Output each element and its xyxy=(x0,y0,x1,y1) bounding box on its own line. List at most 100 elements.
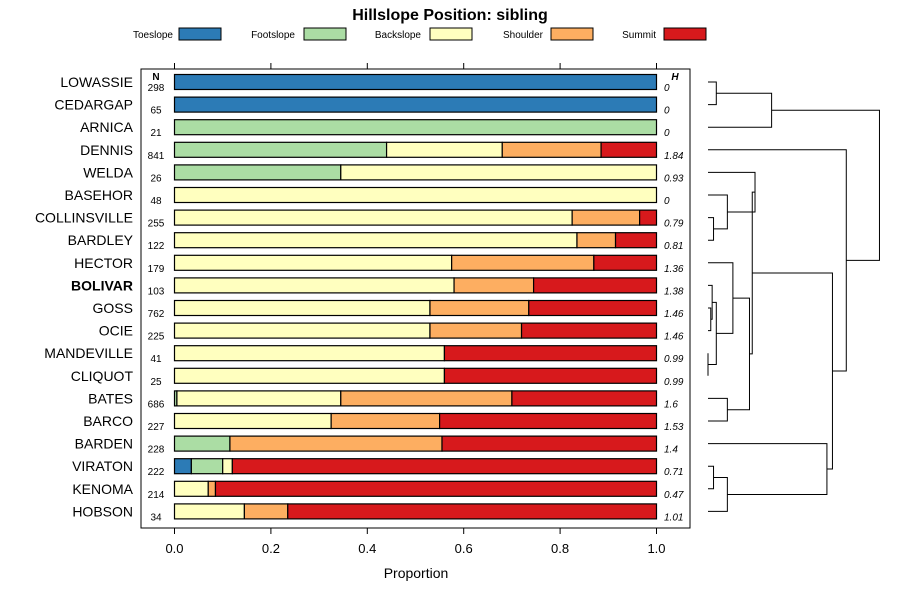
bar-segment xyxy=(243,503,289,520)
y-tick-label: VIRATON xyxy=(72,458,133,474)
bar-segment xyxy=(173,96,658,113)
dendrogram-branch xyxy=(727,297,750,411)
h-header: H xyxy=(671,72,679,83)
x-axis-label: Proportion xyxy=(384,565,449,581)
bar-segment xyxy=(340,390,513,407)
x-tick-label: 0.2 xyxy=(262,541,280,556)
n-value: 686 xyxy=(148,399,165,410)
dendrogram-branch xyxy=(771,109,880,261)
dendrogram xyxy=(707,81,880,512)
bar-segment xyxy=(173,458,192,475)
bar-segment xyxy=(528,299,658,317)
bar-segment xyxy=(222,458,233,475)
n-value: 225 xyxy=(148,332,165,343)
y-tick-label: LOWASSIE xyxy=(60,74,133,90)
bar-segment xyxy=(453,277,535,294)
legend-swatch xyxy=(429,27,473,41)
legend-swatch xyxy=(550,27,594,41)
y-tick-label: BARCO xyxy=(83,413,133,429)
y-tick-label: BARDLEY xyxy=(68,232,134,248)
n-value: 762 xyxy=(148,309,165,320)
bar-segment xyxy=(173,164,342,181)
y-tick-label: HOBSON xyxy=(72,503,133,519)
dendrogram-branch xyxy=(708,307,712,332)
bar-segment xyxy=(190,458,224,475)
bar-segment xyxy=(330,412,441,430)
y-tick-label: CLIQUOT xyxy=(71,368,134,384)
y-tick-label: BOLIVAR xyxy=(71,277,133,293)
bar-segment xyxy=(173,232,578,249)
h-value: 1.53 xyxy=(664,422,684,433)
dendrogram-branch xyxy=(708,477,728,512)
legend-swatch xyxy=(178,27,222,41)
n-value: 34 xyxy=(150,512,162,523)
bar-segment xyxy=(441,435,658,452)
bar-segment xyxy=(576,232,617,249)
plot-frame xyxy=(140,68,691,529)
bar-segment xyxy=(173,367,446,384)
dendrogram-branch xyxy=(708,171,756,213)
dendrogram-branch xyxy=(708,443,828,495)
bar-segment xyxy=(385,141,503,158)
n-value: 103 xyxy=(148,286,165,297)
x-tick-label: 0.6 xyxy=(455,541,473,556)
dendrogram-branch xyxy=(708,284,713,320)
x-tick-label: 1.0 xyxy=(647,541,665,556)
n-value: 841 xyxy=(148,151,165,162)
n-value: 228 xyxy=(148,445,165,456)
h-value: 1.36 xyxy=(664,264,684,275)
n-value: 255 xyxy=(148,219,165,230)
bar-segment xyxy=(231,458,658,475)
y-tick-label: BARDEN xyxy=(75,436,133,452)
h-value: 1.46 xyxy=(664,332,684,343)
n-value: 26 xyxy=(150,173,162,184)
bar-segment xyxy=(614,232,658,249)
dendrogram-branch xyxy=(708,217,715,241)
bar-segment xyxy=(443,367,658,384)
bar-segment xyxy=(639,209,658,226)
bar-segment xyxy=(443,345,658,362)
bar-segment xyxy=(439,412,658,430)
bar-segment xyxy=(593,254,658,271)
y-tick-label: BASEHOR xyxy=(65,187,133,203)
h-value: 1.6 xyxy=(664,399,678,410)
x-tick-label: 0.0 xyxy=(165,541,183,556)
bar-segment xyxy=(173,299,431,317)
h-value: 1.84 xyxy=(664,151,684,162)
chart-title: Hillslope Position: sibling xyxy=(352,7,548,24)
n-value: 298 xyxy=(148,83,165,94)
dendrogram-branch xyxy=(708,465,715,490)
y-tick-label: GOSS xyxy=(93,300,133,316)
h-value: 0.99 xyxy=(664,354,684,365)
bar-segment xyxy=(451,254,595,271)
bar-segment xyxy=(173,73,658,91)
bar-segment xyxy=(429,299,530,317)
legend-label: Footslope xyxy=(251,30,295,41)
legend-label: Shoulder xyxy=(503,30,544,41)
dendrogram-branch xyxy=(752,272,833,470)
y-tick-label: DENNIS xyxy=(80,142,133,158)
bar-segment xyxy=(173,186,658,204)
legend: Toeslope Footslope Backslope Shoulder Summit xyxy=(133,27,707,41)
n-value: 222 xyxy=(148,467,165,478)
h-value: 0.99 xyxy=(664,377,684,388)
n-value: 48 xyxy=(150,196,162,207)
y-tick-label: ARNICA xyxy=(80,119,134,135)
bar-segment xyxy=(173,119,658,136)
h-value: 1.4 xyxy=(664,445,678,456)
dendrogram-branch xyxy=(708,81,717,106)
bar-segment xyxy=(173,209,573,226)
h-value: 0.79 xyxy=(664,219,684,230)
bar-segment xyxy=(600,141,658,158)
legend-swatch xyxy=(303,27,347,41)
legend-label: Backslope xyxy=(375,30,422,41)
y-tick-label: COLLINSVILLE xyxy=(35,210,133,226)
bar-segment xyxy=(173,322,431,339)
y-tick-label: OCIE xyxy=(99,323,133,339)
y-tick-label: CEDARGAP xyxy=(54,97,133,113)
bar-segment xyxy=(173,277,455,294)
bar-segment xyxy=(176,390,342,407)
bar-segment xyxy=(532,277,658,294)
n-value: 214 xyxy=(148,490,165,501)
